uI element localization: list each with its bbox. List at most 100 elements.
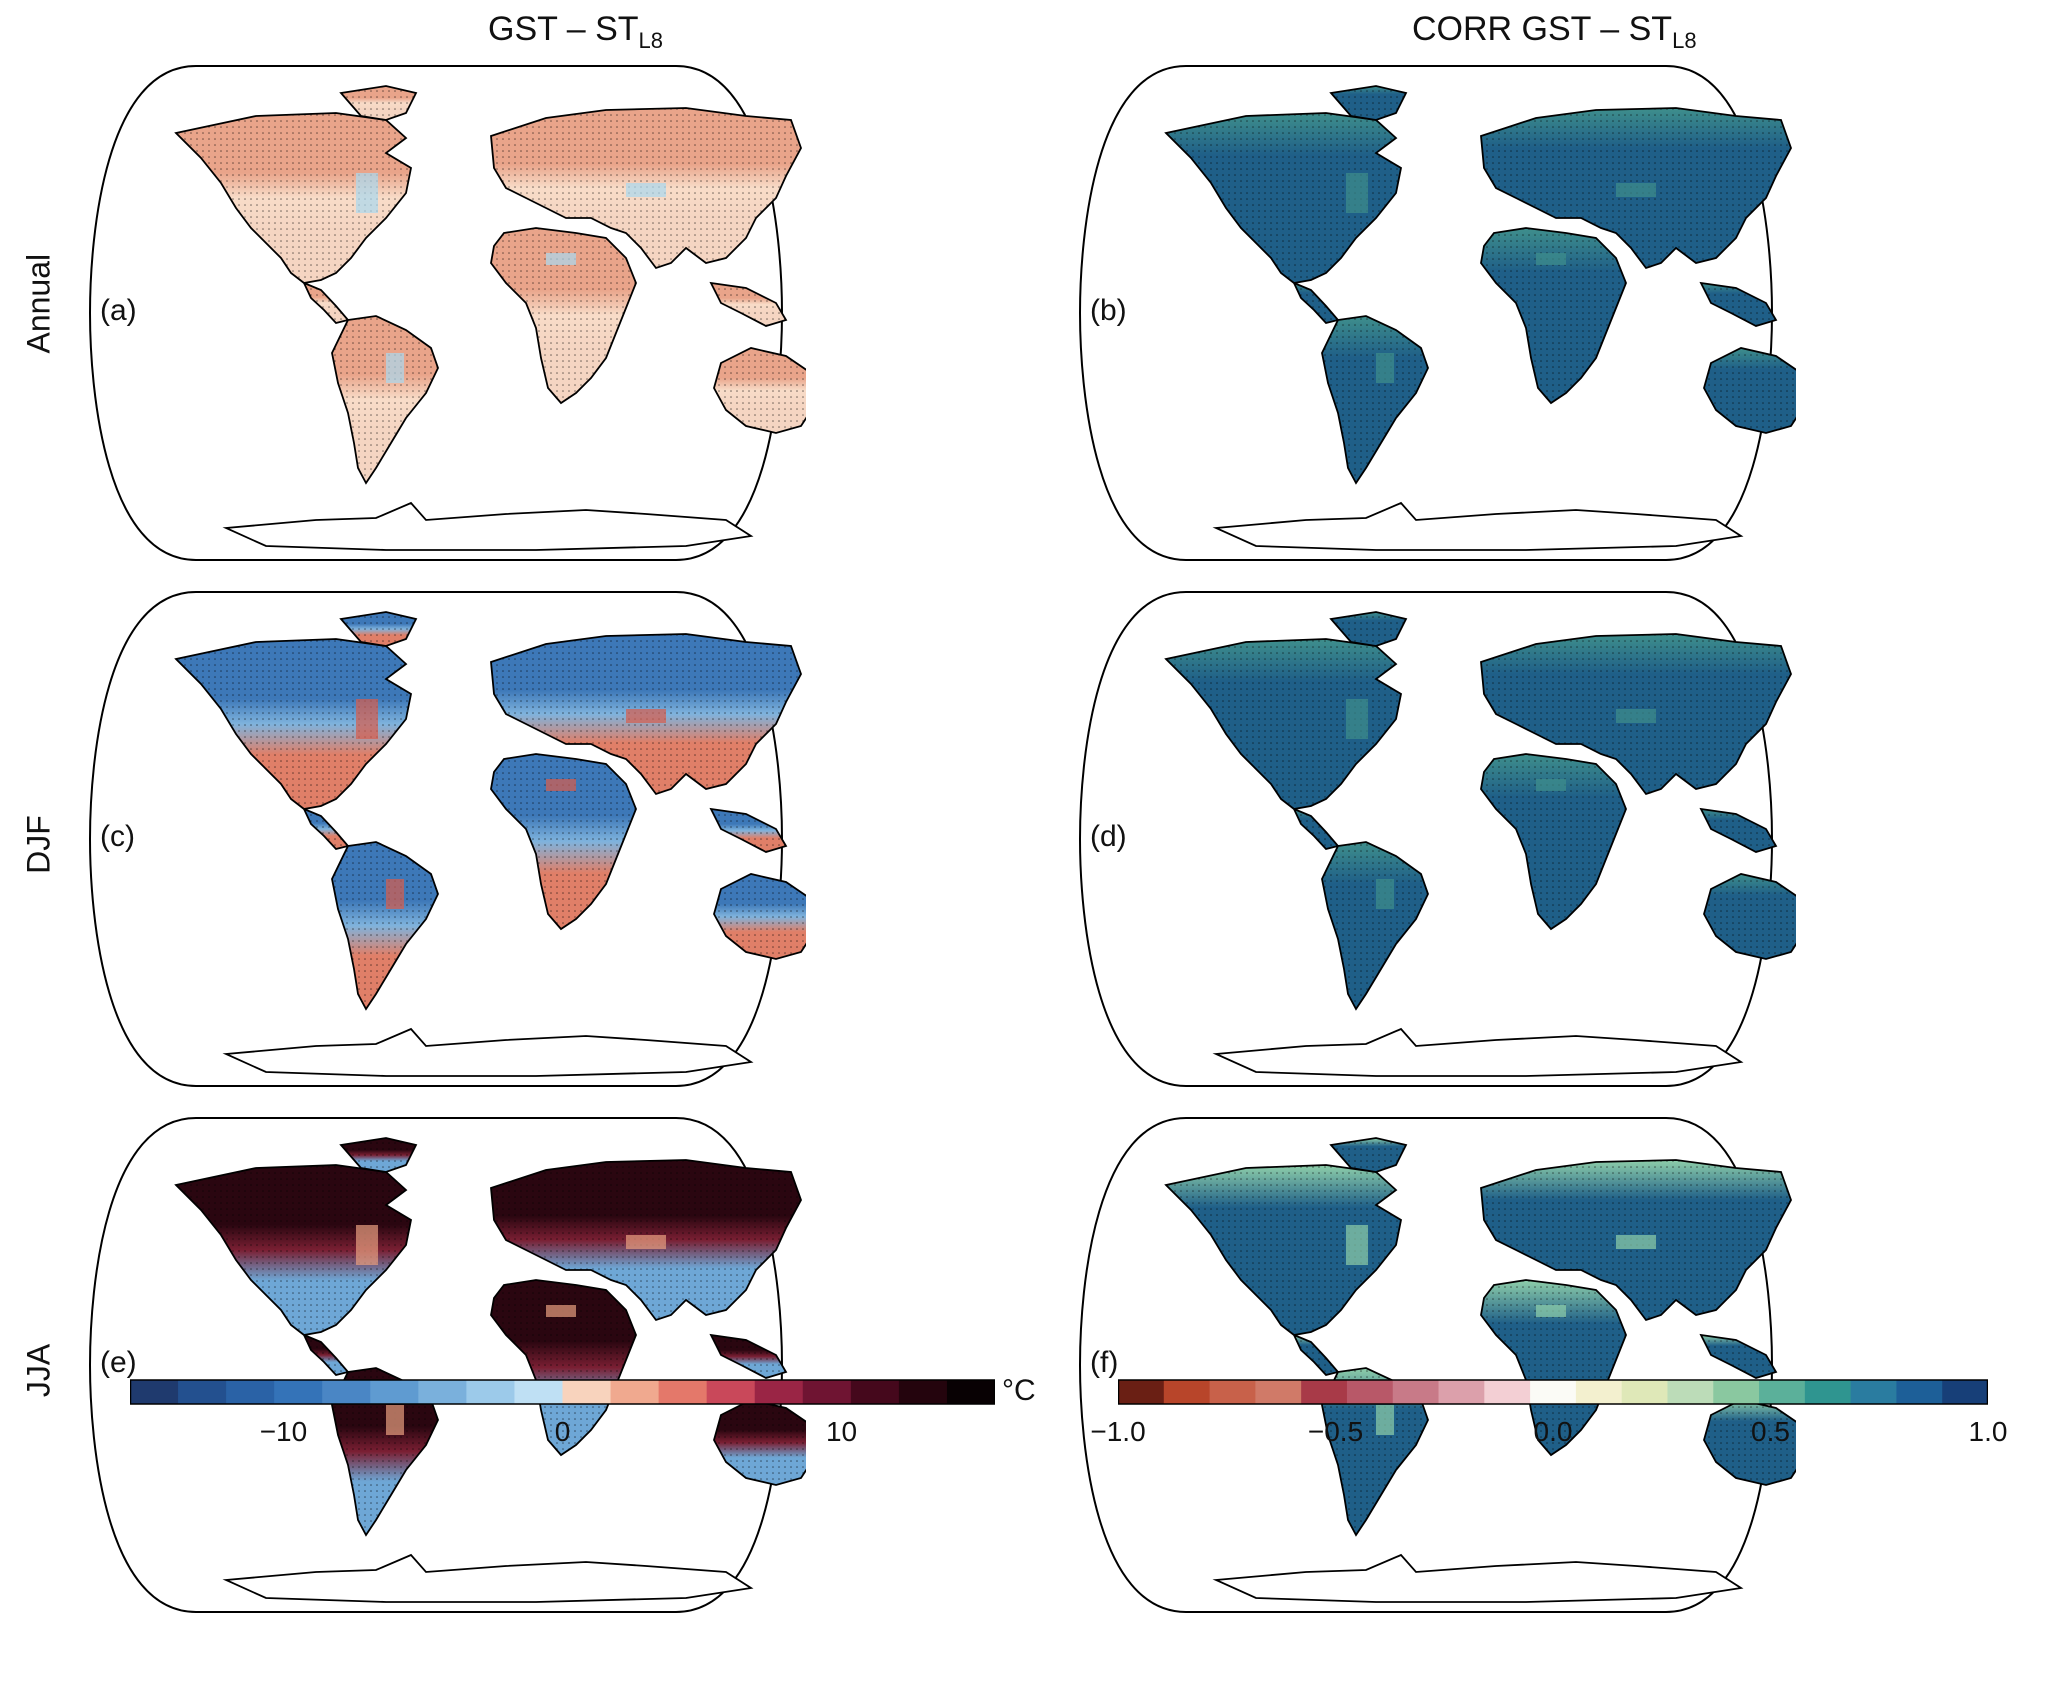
significance-stipple-centralAmerica bbox=[1294, 283, 1338, 323]
row-label-jja: JJA bbox=[20, 1343, 57, 1398]
colorbar-swatch bbox=[178, 1380, 227, 1404]
anomaly-patch bbox=[386, 1405, 404, 1435]
continent-antarctica bbox=[1212, 1027, 1744, 1077]
left-colorbar: −10 0 10 °C bbox=[129, 1374, 1036, 1458]
map-panel-left-0: (a) bbox=[66, 58, 806, 568]
significance-stipple-centralAmerica bbox=[304, 283, 348, 323]
significance-stipple-northAmerica bbox=[176, 113, 411, 283]
significance-stipple-australia bbox=[714, 1400, 806, 1485]
anomaly-patch bbox=[1536, 1305, 1566, 1317]
anomaly-patch bbox=[1346, 699, 1368, 739]
colorbar-swatch bbox=[1392, 1380, 1440, 1404]
colorbar-swatch bbox=[706, 1380, 756, 1404]
anomaly-patch bbox=[546, 1305, 576, 1317]
continent-antarctica bbox=[222, 1027, 754, 1077]
colorbar-swatch bbox=[226, 1380, 275, 1404]
colorbar-swatch bbox=[130, 1380, 179, 1404]
map-panel-left-2: (e) bbox=[66, 1110, 806, 1620]
row-label-djf: DJF bbox=[20, 815, 57, 874]
colorbar-swatch bbox=[514, 1380, 563, 1404]
continent-antarctica bbox=[1212, 1553, 1744, 1603]
significance-stipple-australia bbox=[1704, 874, 1796, 959]
right-colorbar-swatches bbox=[1117, 1379, 1989, 1405]
colorbar-swatch bbox=[1850, 1380, 1897, 1404]
left-title-text: GST – ST bbox=[488, 10, 639, 48]
left-colorbar-unit: °C bbox=[1002, 1374, 1036, 1407]
continent-antarctica bbox=[222, 1553, 754, 1603]
colorbar-tick-label: −0.5 bbox=[1307, 1416, 1364, 1447]
significance-stipple-africa bbox=[491, 1280, 636, 1455]
significance-stipple-seAsia bbox=[1701, 1335, 1776, 1378]
colorbar-swatch bbox=[802, 1380, 852, 1404]
anomaly-patch bbox=[626, 709, 666, 723]
anomaly-patch bbox=[1616, 1235, 1656, 1249]
colorbar-swatch bbox=[1301, 1380, 1348, 1404]
significance-stipple-africa bbox=[1481, 754, 1626, 929]
world-map-right-0 bbox=[1078, 65, 1796, 561]
colorbar-swatch bbox=[1209, 1380, 1256, 1404]
colorbar-swatch bbox=[370, 1380, 419, 1404]
anomaly-patch bbox=[386, 353, 404, 383]
significance-stipple-northAmerica bbox=[1166, 1165, 1401, 1335]
significance-stipple-australia bbox=[714, 874, 806, 959]
right-title-subscript: L8 bbox=[1672, 27, 1697, 53]
world-map-right-2 bbox=[1078, 1117, 1796, 1613]
significance-stipple-southAmerica bbox=[332, 1368, 438, 1535]
significance-stipple-greenland bbox=[1331, 86, 1406, 120]
colorbar-tick-label: −10 bbox=[259, 1416, 308, 1447]
significance-stipple-australia bbox=[1704, 1400, 1796, 1485]
significance-stipple-africa bbox=[491, 754, 636, 929]
colorbar-swatch bbox=[1118, 1380, 1165, 1404]
significance-stipple-australia bbox=[714, 348, 806, 433]
world-map-left-1 bbox=[88, 591, 806, 1087]
map-panel-right-2: (f) bbox=[1056, 1110, 1796, 1620]
anomaly-patch bbox=[1346, 1225, 1368, 1265]
map-panel-left-1: (c) bbox=[66, 584, 806, 1094]
significance-stipple-australia bbox=[1704, 348, 1796, 433]
left-title-subscript: L8 bbox=[638, 27, 664, 53]
significance-stipple-africa bbox=[1481, 1280, 1626, 1455]
significance-stipple-africa bbox=[1481, 228, 1626, 403]
continent-antarctica bbox=[1212, 501, 1744, 551]
anomaly-patch bbox=[1536, 779, 1566, 791]
left-column-title: GST – STL8 bbox=[488, 10, 663, 54]
significance-stipple-greenland bbox=[1331, 1138, 1406, 1172]
anomaly-patch bbox=[1616, 709, 1656, 723]
right-column-title: CORR GST – STL8 bbox=[1412, 10, 1697, 54]
panel-label-left-0: (a) bbox=[100, 294, 137, 327]
colorbar-tick-label: −1.0 bbox=[1090, 1416, 1146, 1447]
significance-stipple-northAmerica bbox=[176, 1165, 411, 1335]
colorbar-swatch bbox=[1438, 1380, 1485, 1404]
colorbar-swatch bbox=[1713, 1380, 1760, 1404]
colorbar-swatch bbox=[1484, 1380, 1531, 1404]
significance-stipple-greenland bbox=[1331, 612, 1406, 646]
colorbar-tick-label: 0.0 bbox=[1533, 1416, 1573, 1447]
significance-stipple-greenland bbox=[341, 612, 416, 646]
anomaly-patch bbox=[546, 779, 576, 791]
anomaly-patch bbox=[626, 1235, 666, 1249]
significance-stipple-southAmerica bbox=[332, 316, 438, 483]
significance-stipple-centralAmerica bbox=[1294, 809, 1338, 849]
map-panel-right-0: (b) bbox=[1056, 58, 1796, 568]
colorbar-swatch bbox=[1530, 1380, 1577, 1404]
colorbar-swatch bbox=[946, 1380, 996, 1404]
significance-stipple-centralAmerica bbox=[304, 809, 348, 849]
colorbar-swatch bbox=[1575, 1380, 1623, 1404]
colorbar-tick-label: 0 bbox=[554, 1416, 571, 1447]
colorbar-swatch bbox=[418, 1380, 467, 1404]
significance-stipple-seAsia bbox=[711, 283, 786, 326]
colorbar-swatch bbox=[1255, 1380, 1302, 1404]
anomaly-patch bbox=[1376, 1405, 1394, 1435]
anomaly-patch bbox=[1346, 173, 1368, 213]
panel-label-left-1: (c) bbox=[100, 820, 135, 853]
significance-stipple-centralAmerica bbox=[1294, 1335, 1338, 1375]
significance-stipple-centralAmerica bbox=[304, 1335, 348, 1375]
panel-label-right-0: (b) bbox=[1090, 294, 1127, 327]
significance-stipple-seAsia bbox=[711, 1335, 786, 1378]
significance-stipple-seAsia bbox=[1701, 809, 1776, 852]
colorbar-swatch bbox=[322, 1380, 371, 1404]
colorbar-swatch bbox=[1621, 1380, 1668, 1404]
colorbar-swatch bbox=[1942, 1380, 1989, 1404]
colorbar-swatch bbox=[1759, 1380, 1806, 1404]
anomaly-patch bbox=[1536, 253, 1566, 265]
